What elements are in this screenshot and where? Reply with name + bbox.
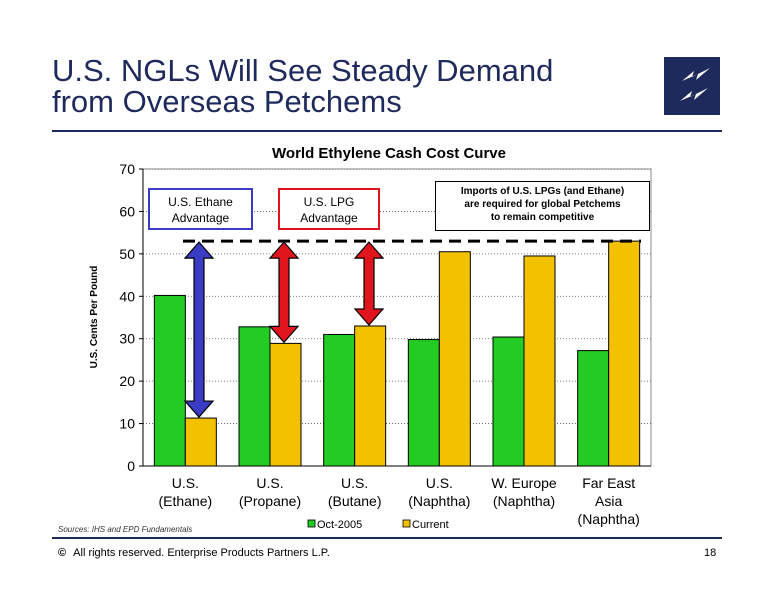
bar-current <box>608 240 641 467</box>
sources-note: Sources: IHS and EPD Fundamentals <box>58 525 193 534</box>
bar-group <box>153 240 641 467</box>
bar-current <box>523 255 556 467</box>
x-tick-label: (Naphtha) <box>408 493 470 509</box>
footer-divider <box>52 537 722 539</box>
legend-swatch <box>402 519 411 528</box>
company-logo <box>664 57 720 115</box>
page-title: U.S. NGLs Will See Steady Demand from Ov… <box>52 55 632 117</box>
y-tick-label: 50 <box>119 246 135 262</box>
bar-oct-2005 <box>407 339 440 467</box>
lpg-advantage-callout: U.S. LPG Advantage <box>278 188 380 230</box>
callout-text: to remain competitive <box>490 212 595 223</box>
legend-label: Oct-2005 <box>317 519 362 531</box>
x-tick-label: (Ethane) <box>158 493 212 509</box>
y-axis-label: U.S. Cents Per Pound <box>89 266 100 369</box>
bar-current <box>269 342 302 467</box>
copyright-symbol: © <box>58 547 67 559</box>
y-axis-ticks: 0 10 20 30 40 50 60 70 <box>119 161 651 474</box>
page-number: 18 <box>704 547 717 559</box>
callout-text: U.S. LPG <box>303 195 355 209</box>
copyright-footer: © All rights reserved. Enterprise Produc… <box>58 547 330 559</box>
title-line-2: from Overseas Petchems <box>52 84 402 119</box>
callout-text: U.S. Ethane <box>168 195 233 209</box>
legend: Oct-2005 Current <box>307 519 449 531</box>
lightning-icon <box>680 68 710 101</box>
imports-note-callout: Imports of U.S. LPGs (and Ethane) are re… <box>435 181 650 231</box>
chart-title: World Ethylene Cash Cost Curve <box>272 145 506 162</box>
bar-oct-2005 <box>323 333 356 467</box>
y-tick-label: 30 <box>119 331 135 347</box>
x-tick-label: (Propane) <box>239 493 301 509</box>
x-tick-label: U.S. <box>172 475 199 491</box>
x-tick-label: (Naphtha) <box>493 493 555 509</box>
callout-text: are required for global Petchems <box>464 199 621 210</box>
ethane-advantage-arrow <box>183 241 215 418</box>
header-divider <box>52 130 722 132</box>
y-tick-label: 40 <box>119 288 135 304</box>
x-tick-label: U.S. <box>341 475 368 491</box>
x-tick-label: (Naphtha) <box>578 511 640 527</box>
x-tick-label: Asia <box>595 493 622 509</box>
bar-current <box>354 325 387 467</box>
y-tick-label: 70 <box>119 161 135 177</box>
x-tick-label: W. Europe <box>491 475 557 491</box>
bar-oct-2005 <box>238 326 271 467</box>
bar-oct-2005 <box>492 336 525 467</box>
bar-oct-2005 <box>153 294 186 467</box>
callout-text: Advantage <box>171 211 230 225</box>
bar-current <box>184 417 217 467</box>
legend-label: Current <box>412 519 449 531</box>
legend-swatch <box>307 519 316 528</box>
title-line-1: U.S. NGLs Will See Steady Demand <box>52 53 554 88</box>
y-tick-label: 20 <box>119 373 135 389</box>
y-tick-label: 10 <box>119 416 135 432</box>
x-tick-label: (Butane) <box>328 493 382 509</box>
x-tick-label: U.S. <box>256 475 283 491</box>
y-tick-label: 0 <box>127 458 135 474</box>
propane-advantage-arrow <box>268 241 300 344</box>
y-tick-label: 60 <box>119 203 135 219</box>
callout-text: Advantage <box>300 211 358 225</box>
x-axis-labels: U.S. (Ethane) U.S. (Propane) U.S. (Butane) U.S… <box>158 475 639 527</box>
copyright-text: All rights reserved. Enterprise Products… <box>73 547 330 559</box>
x-tick-label: U.S. <box>426 475 453 491</box>
callout-text: Imports of U.S. LPGs (and Ethane) <box>460 186 625 197</box>
bar-oct-2005 <box>577 350 610 467</box>
x-tick-label: Far East <box>582 475 635 491</box>
advantage-arrows <box>183 241 385 418</box>
bar-current <box>438 251 471 467</box>
ethane-advantage-callout: U.S. Ethane Advantage <box>148 188 253 230</box>
butane-advantage-arrow <box>353 241 385 326</box>
